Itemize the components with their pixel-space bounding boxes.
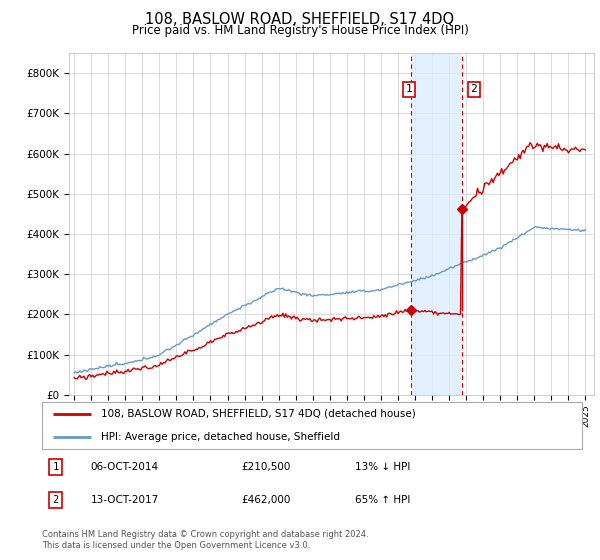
FancyBboxPatch shape [42,402,582,449]
Text: 2: 2 [52,495,59,505]
Text: £210,500: £210,500 [242,462,291,472]
Text: 108, BASLOW ROAD, SHEFFIELD, S17 4DQ: 108, BASLOW ROAD, SHEFFIELD, S17 4DQ [145,12,455,27]
Text: 1: 1 [406,85,412,95]
Text: £462,000: £462,000 [242,495,291,505]
Bar [411,53,462,395]
Text: 1: 1 [52,462,59,472]
Text: 2: 2 [470,85,477,95]
Text: 13% ↓ HPI: 13% ↓ HPI [355,462,410,472]
Text: 65% ↑ HPI: 65% ↑ HPI [355,495,410,505]
Text: 108, BASLOW ROAD, SHEFFIELD, S17 4DQ (detached house): 108, BASLOW ROAD, SHEFFIELD, S17 4DQ (de… [101,409,416,419]
Text: Price paid vs. HM Land Registry's House Price Index (HPI): Price paid vs. HM Land Registry's House … [131,24,469,36]
Text: 13-OCT-2017: 13-OCT-2017 [91,495,159,505]
Text: Contains HM Land Registry data © Crown copyright and database right 2024.
This d: Contains HM Land Registry data © Crown c… [42,530,368,550]
Text: 06-OCT-2014: 06-OCT-2014 [91,462,159,472]
Text: HPI: Average price, detached house, Sheffield: HPI: Average price, detached house, Shef… [101,432,340,442]
